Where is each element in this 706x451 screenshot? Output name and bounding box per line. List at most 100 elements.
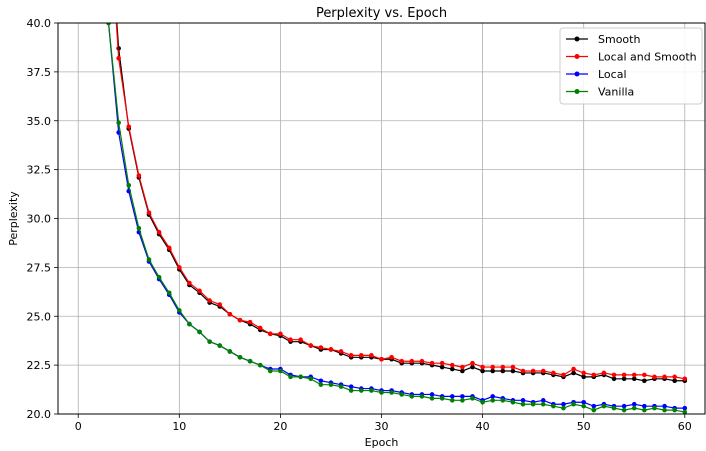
- data-point-local-and-smooth: [338, 349, 344, 354]
- data-point-vanilla: [682, 409, 688, 414]
- data-point-vanilla: [551, 403, 556, 409]
- data-point-vanilla: [672, 407, 677, 413]
- legend-item: Vanilla: [566, 86, 634, 99]
- data-point-local-and-smooth: [429, 360, 435, 366]
- data-point-vanilla: [116, 120, 121, 126]
- data-point-local: [449, 394, 455, 399]
- data-point-local-and-smooth: [379, 356, 384, 362]
- legend-item: Local and Smooth: [566, 51, 697, 64]
- data-point-vanilla: [166, 290, 172, 296]
- data-point-local-and-smooth: [146, 210, 152, 215]
- y-tick-label: 40.0: [27, 17, 52, 30]
- data-point-local-and-smooth: [520, 368, 526, 374]
- data-point-vanilla: [652, 405, 657, 411]
- data-point-local-and-smooth: [470, 360, 475, 366]
- data-point-smooth: [480, 368, 485, 374]
- data-point-vanilla: [288, 374, 293, 380]
- data-point-vanilla: [490, 398, 496, 403]
- data-point-vanilla: [540, 401, 546, 407]
- data-point-vanilla: [207, 339, 212, 344]
- data-point-local-and-smooth: [217, 302, 223, 307]
- x-tick-label: 10: [172, 420, 186, 433]
- legend-label: Vanilla: [598, 86, 634, 99]
- data-point-local: [631, 401, 637, 407]
- data-point-vanilla: [278, 368, 283, 374]
- data-point-local-and-smooth: [510, 364, 516, 370]
- legend-item: Local: [566, 68, 627, 81]
- data-point-smooth: [510, 368, 516, 374]
- data-point-vanilla: [611, 405, 617, 411]
- data-point-local-and-smooth: [267, 331, 273, 337]
- data-point-local-and-smooth: [136, 173, 142, 178]
- data-point-local-and-smooth: [389, 355, 394, 360]
- data-point-local: [429, 392, 435, 397]
- data-point-local-and-smooth: [257, 325, 263, 331]
- x-axis-ticks: 0 10 20 30 40 50 60: [75, 414, 692, 433]
- data-point-vanilla: [510, 399, 516, 405]
- data-point-local-and-smooth: [126, 124, 132, 129]
- data-point-local: [621, 403, 627, 409]
- data-point-local-and-smooth: [490, 364, 496, 370]
- legend: Smooth Local and Smooth Local Vanilla: [559, 27, 703, 105]
- data-point-vanilla: [470, 396, 475, 401]
- data-point-local-and-smooth: [591, 372, 597, 378]
- data-point-local: [682, 405, 688, 411]
- data-point-local: [540, 398, 546, 403]
- data-point-local-and-smooth: [177, 265, 182, 270]
- data-point-vanilla: [399, 392, 405, 397]
- data-point-local-and-smooth: [278, 331, 283, 337]
- data-point-local-and-smooth: [571, 366, 576, 372]
- data-point-vanilla: [530, 401, 536, 407]
- data-point-smooth: [581, 374, 586, 380]
- data-point-local-and-smooth: [642, 372, 647, 378]
- data-point-local-and-smooth: [308, 343, 314, 348]
- data-point-vanilla: [662, 407, 667, 413]
- data-point-vanilla: [197, 329, 202, 335]
- data-point-local: [561, 401, 566, 407]
- data-point-smooth: [631, 376, 637, 382]
- data-point-smooth: [672, 378, 677, 384]
- x-tick-label: 40: [476, 420, 490, 433]
- data-point-vanilla: [267, 368, 273, 374]
- data-point-vanilla: [581, 403, 586, 409]
- data-point-local-and-smooth: [298, 337, 303, 343]
- data-point-vanilla: [328, 382, 334, 387]
- data-point-vanilla: [156, 274, 162, 280]
- data-point-vanilla: [358, 388, 364, 393]
- data-point-local-and-smooth: [288, 337, 293, 343]
- data-point-local-and-smooth: [369, 353, 374, 358]
- series-vanilla: [106, 23, 688, 414]
- data-point-local-and-smooth: [116, 55, 121, 61]
- x-axis-label: Epoch: [365, 436, 399, 449]
- data-point-local: [520, 398, 526, 403]
- data-point-smooth: [611, 376, 617, 382]
- data-point-local-and-smooth: [561, 372, 566, 378]
- data-point-local-and-smooth: [358, 353, 364, 358]
- legend-marker: [574, 36, 580, 42]
- data-point-vanilla: [621, 407, 627, 413]
- data-point-local-and-smooth: [652, 374, 657, 380]
- data-point-smooth: [500, 368, 506, 374]
- y-axis-label: Perplexity: [7, 191, 20, 246]
- data-point-vanilla: [227, 349, 233, 354]
- data-point-local-and-smooth: [672, 374, 677, 380]
- y-tick-label: 37.5: [27, 66, 52, 79]
- data-point-vanilla: [419, 394, 425, 399]
- data-point-vanilla: [177, 308, 182, 313]
- data-point-vanilla: [500, 398, 506, 403]
- data-point-smooth: [460, 368, 465, 374]
- data-point-local: [642, 403, 647, 409]
- data-point-vanilla: [429, 396, 435, 401]
- data-point-local-and-smooth: [419, 358, 425, 364]
- data-point-vanilla: [439, 396, 445, 401]
- x-tick-label: 30: [375, 420, 389, 433]
- data-point-local: [490, 394, 496, 399]
- data-point-local-and-smooth: [409, 358, 415, 364]
- data-point-local: [662, 403, 667, 409]
- data-point-vanilla: [257, 362, 263, 368]
- data-point-vanilla: [571, 401, 576, 407]
- data-point-smooth: [642, 378, 647, 384]
- data-point-local: [581, 399, 586, 405]
- legend-label: Smooth: [598, 33, 640, 46]
